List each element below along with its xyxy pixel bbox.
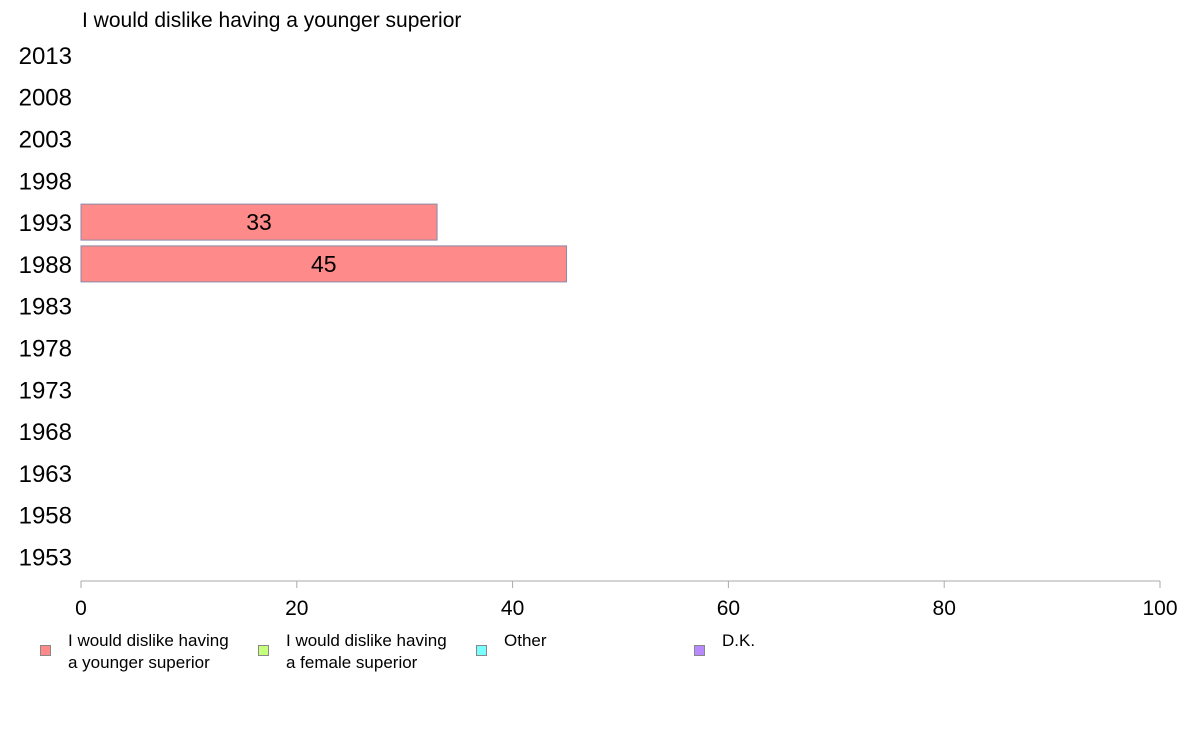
legend-label: D.K. <box>722 631 756 650</box>
legend-swatch <box>694 645 705 656</box>
y-tick-label: 1988 <box>19 252 72 279</box>
x-tick-label: 20 <box>285 597 308 620</box>
legend-swatch <box>40 645 51 656</box>
bar <box>80 245 568 283</box>
bar-value-label: 33 <box>246 209 272 235</box>
legend-swatch <box>258 645 269 656</box>
legend-item-younger-superior: I would dislike having a younger superio… <box>40 628 229 674</box>
bars-group: 33 45 <box>80 203 568 283</box>
legend-label: Other <box>504 631 547 650</box>
x-ticks: 0 20 40 60 80 100 <box>75 581 1178 620</box>
y-tick-label: 1998 <box>19 168 72 195</box>
y-tick-label: 2003 <box>19 127 72 154</box>
legend-label: I would dislike having a female superior <box>286 631 447 672</box>
legend-item-female-superior: I would dislike having a female superior <box>258 628 447 674</box>
legend-label: I would dislike having a younger superio… <box>68 631 229 672</box>
legend-item-other: Other <box>476 628 547 656</box>
y-tick-label: 1963 <box>19 461 72 488</box>
y-tick-label: 1978 <box>19 336 72 363</box>
y-tick-label: 1983 <box>19 294 72 321</box>
x-tick-label: 40 <box>501 597 524 620</box>
bar-value-label: 45 <box>311 251 337 277</box>
y-tick-label: 1953 <box>19 545 72 572</box>
legend: I would dislike having a younger superio… <box>0 628 1188 688</box>
legend-swatch <box>476 645 487 656</box>
y-tick-label: 1973 <box>19 377 72 404</box>
y-tick-label: 2013 <box>19 43 72 70</box>
bar <box>80 203 438 241</box>
y-tick-label: 2008 <box>19 85 72 112</box>
x-tick-label: 100 <box>1142 597 1177 620</box>
x-tick-label: 60 <box>717 597 740 620</box>
chart-title: I would dislike having a younger superio… <box>82 9 461 32</box>
x-tick-label: 0 <box>75 597 87 620</box>
x-tick-label: 80 <box>933 597 956 620</box>
legend-item-dk: D.K. <box>694 628 755 656</box>
y-tick-label: 1968 <box>19 419 72 446</box>
chart-area: I would dislike having a younger superio… <box>19 9 1178 620</box>
y-tick-label: 1993 <box>19 210 72 237</box>
y-tick-labels: 2013 2008 2003 1998 1993 1988 1983 1978 1973 1968… <box>19 43 72 572</box>
y-tick-label: 1958 <box>19 503 72 530</box>
